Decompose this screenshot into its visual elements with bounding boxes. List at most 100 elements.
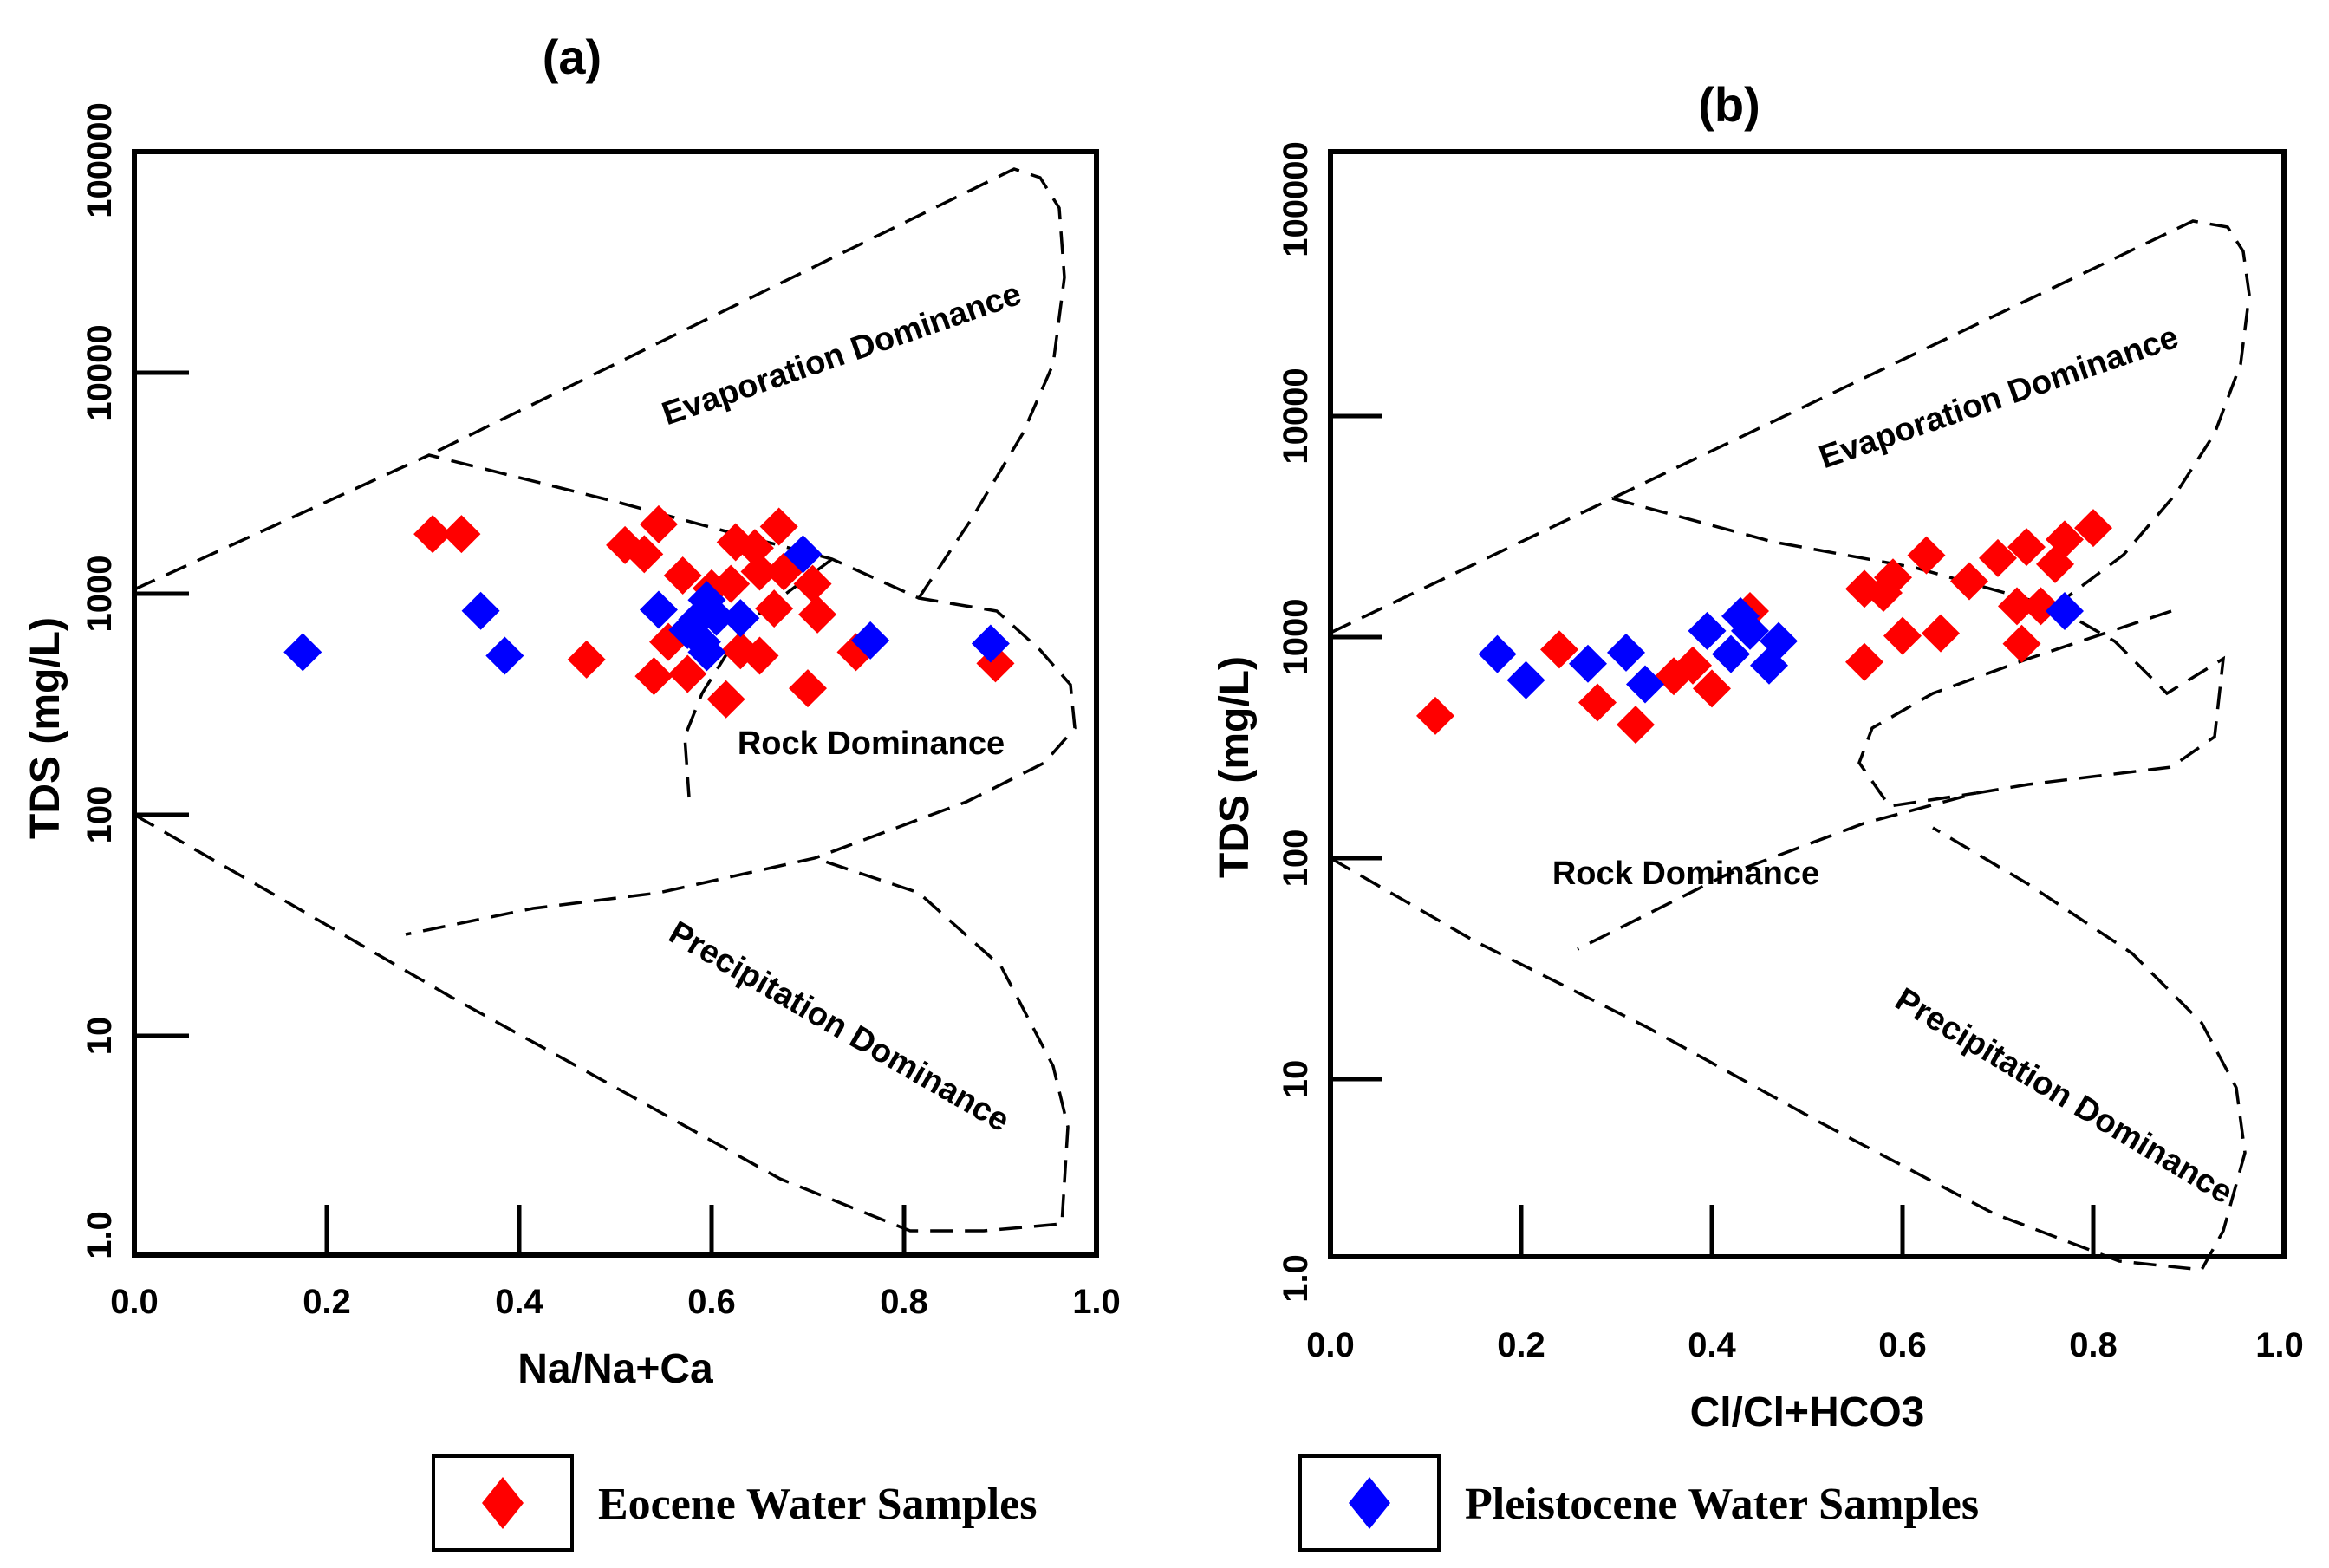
panel-a-pleistocene-point bbox=[784, 535, 823, 574]
panel-b-x-tick-label: 1.0 bbox=[2255, 1326, 2304, 1364]
panel-b-y-tick-label: 100 bbox=[1277, 830, 1315, 888]
panel-b-precipitation-boundary bbox=[1330, 826, 2247, 1272]
panel-b-eocene-point bbox=[1998, 587, 2036, 626]
panel-b-eocene-point bbox=[1874, 558, 1912, 597]
panel-a-y-tick-label: 10 bbox=[81, 1017, 119, 1056]
panel-b-x-axis-label: Cl/Cl+HCO3 bbox=[1690, 1389, 1925, 1435]
panel-b-title: (b) bbox=[1698, 77, 1760, 132]
panel-b-eocene-point bbox=[1674, 646, 1712, 685]
panel-b-rock-boundary bbox=[1857, 609, 2172, 808]
panel-b-pleistocene-point bbox=[1607, 633, 1645, 672]
panel-a-x-tick-label: 0.4 bbox=[495, 1283, 543, 1321]
panel-a-eocene-point bbox=[789, 669, 827, 708]
panel-b-pleistocene-point bbox=[1506, 660, 1545, 699]
panel-b-y-tick-label: 1.0 bbox=[1277, 1254, 1315, 1303]
panel-a-x-tick-label: 0.8 bbox=[880, 1283, 928, 1321]
panel-b-x-tick-label: 0.8 bbox=[2069, 1326, 2118, 1364]
panel-b-x-tick-label: 0.4 bbox=[1688, 1326, 1736, 1364]
panel-a-pleistocene-point bbox=[721, 599, 760, 638]
panel-a-y-axis-label: TDS (mg/L) bbox=[23, 617, 68, 839]
panel-a-y-ticks: 1.0 10 100 1000 10000 100000 bbox=[81, 102, 189, 1259]
panel-b-y-tick-label: 10 bbox=[1277, 1060, 1315, 1099]
panel-a-eocene-point bbox=[567, 640, 606, 679]
legend-label-eocene: Eocene Water Samples bbox=[598, 1480, 1038, 1529]
panel-b-plot-frame bbox=[1328, 149, 2287, 1259]
panel-b-eocene-point bbox=[1883, 616, 1922, 655]
panel-a-eocene-point bbox=[634, 657, 673, 696]
panel-a: (a) 1.0 10 100 1000 10000 100000 bbox=[23, 29, 1121, 1392]
panel-b-data-points bbox=[1416, 509, 2112, 745]
panel-a-eocene-point bbox=[625, 535, 664, 574]
panel-a-rock-label: Rock Dominance bbox=[738, 725, 1005, 762]
legend-marker-eocene bbox=[482, 1477, 524, 1529]
legend-marker-pleistocene bbox=[1349, 1477, 1390, 1529]
panel-b-eocene-point bbox=[2007, 528, 2046, 567]
panel-a-pleistocene-point bbox=[687, 633, 726, 672]
panel-b-eocene-point bbox=[1416, 696, 1454, 735]
panel-a-eocene-point bbox=[740, 636, 779, 675]
panel-a-data-points bbox=[283, 504, 1015, 719]
legend-swatch-box bbox=[1298, 1454, 1441, 1552]
panel-b-y-ticks: 1.0 10 100 1000 10000 100000 bbox=[1277, 141, 1382, 1303]
panel-a-eocene-point bbox=[740, 552, 779, 591]
panel-b-eocene-point bbox=[2074, 509, 2112, 548]
panel-b-x-tick-label: 0.2 bbox=[1497, 1326, 1545, 1364]
panel-b-y-tick-label: 1000 bbox=[1277, 599, 1315, 676]
panel-b-eocene-point bbox=[2002, 624, 2041, 663]
panel-a-y-tick-label: 100 bbox=[81, 786, 119, 844]
panel-a-y-tick-label: 1000 bbox=[81, 556, 119, 633]
legend-item-eocene: Eocene Water Samples bbox=[432, 1454, 1038, 1552]
panel-a-x-axis-label: Na/Na+Ca bbox=[517, 1346, 713, 1392]
panel-a-evaporation-boundary bbox=[133, 453, 1077, 936]
panel-a-evaporation-label: Evaporation Dominance bbox=[658, 276, 1026, 433]
panel-a-x-tick-label: 0.0 bbox=[110, 1283, 159, 1321]
panel-b-eocene-point bbox=[1950, 562, 1988, 601]
panel-b-eocene-point bbox=[1845, 642, 1883, 681]
panel-a-pleistocene-point bbox=[485, 636, 524, 675]
panel-b-pleistocene-point bbox=[2046, 592, 2084, 630]
panel-b-pleistocene-point bbox=[1688, 611, 1727, 650]
panel-a-y-tick-label: 10000 bbox=[81, 324, 119, 420]
panel-b-evaporation-outer-boundary bbox=[1611, 219, 2251, 608]
panel-a-y-tick-label: 100000 bbox=[81, 102, 119, 218]
panel-b-pleistocene-point bbox=[1712, 634, 1750, 673]
panel-a-pleistocene-point bbox=[697, 597, 736, 636]
panel-a-eocene-point bbox=[798, 595, 837, 634]
panel-b: (b) 1.0 10 100 1000 10000 100000 0.0 bbox=[1212, 77, 2304, 1435]
panel-b-eocene-point bbox=[1907, 536, 1946, 575]
panel-b-eocene-point bbox=[1540, 630, 1578, 669]
panel-b-pleistocene-point bbox=[1569, 644, 1607, 683]
panel-a-eocene-point bbox=[793, 564, 832, 603]
panel-b-y-tick-label: 10000 bbox=[1277, 368, 1315, 464]
panel-b-eocene-point bbox=[1693, 669, 1731, 708]
panel-a-eocene-point bbox=[706, 680, 745, 719]
panel-a-eocene-point bbox=[413, 515, 452, 554]
panel-b-evaporation-boundary bbox=[1330, 497, 2226, 951]
panel-a-eocene-point bbox=[759, 507, 798, 546]
legend-label-pleistocene: Pleistocene Water Samples bbox=[1465, 1480, 1979, 1529]
panel-a-eocene-point bbox=[639, 504, 678, 543]
panel-a-eocene-point bbox=[712, 564, 751, 603]
panel-b-eocene-point bbox=[1617, 706, 1655, 745]
panel-b-region-boundaries bbox=[1330, 219, 2251, 1272]
panel-b-eocene-point bbox=[1979, 538, 2017, 577]
panel-b-x-tick-label: 0.0 bbox=[1306, 1326, 1355, 1364]
panel-b-eocene-point bbox=[1578, 683, 1617, 722]
panel-b-eocene-point bbox=[2046, 520, 2084, 559]
panel-a-precipitation-boundary bbox=[133, 813, 1070, 1233]
legend: Eocene Water Samples Pleistocene Water S… bbox=[432, 1454, 1979, 1552]
panel-a-precipitation-label: Precipitation Dominance bbox=[663, 914, 1016, 1139]
panel-b-y-tick-label: 100000 bbox=[1277, 141, 1315, 257]
panel-a-eocene-point bbox=[442, 515, 481, 554]
panel-a-eocene-point bbox=[663, 556, 702, 595]
panel-a-eocene-point bbox=[668, 654, 707, 693]
panel-b-y-axis-label: TDS (mg/L) bbox=[1212, 656, 1258, 878]
panel-a-x-tick-label: 0.2 bbox=[303, 1283, 351, 1321]
panel-a-pleistocene-point bbox=[639, 590, 678, 629]
panel-a-x-tick-label: 0.6 bbox=[687, 1283, 736, 1321]
panel-a-pleistocene-point bbox=[851, 621, 890, 660]
panel-a-x-tick-label: 1.0 bbox=[1072, 1283, 1121, 1321]
legend-item-pleistocene: Pleistocene Water Samples bbox=[1298, 1454, 1979, 1552]
panel-b-eocene-point bbox=[1922, 614, 1960, 653]
